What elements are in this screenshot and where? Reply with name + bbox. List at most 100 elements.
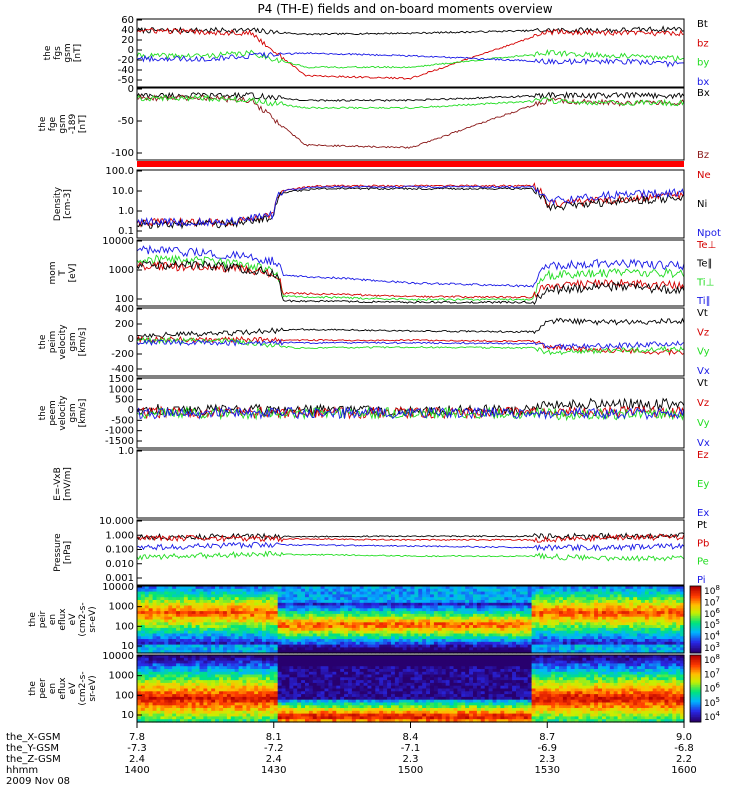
peir-spectrogram-cell — [410, 627, 415, 632]
peir-spectrogram-cell — [183, 594, 189, 598]
peer-spectrogram-cell — [359, 702, 365, 706]
peer-spectrogram-cell — [219, 710, 224, 715]
peer-spectrogram-cell — [203, 671, 208, 676]
peir-spectrogram-cell — [308, 586, 314, 590]
peir-spectrogram-cell — [566, 633, 572, 637]
peer-spectrogram-cell — [262, 696, 267, 701]
peir-spectrogram-cell — [609, 591, 615, 595]
peer-spectrogram-cell — [348, 719, 353, 723]
peer-spectrogram-cell — [269, 671, 275, 676]
peir-spectrogram-cell — [652, 600, 658, 604]
peir-spectrogram-cell — [387, 616, 392, 621]
peir-spectrogram-cell — [336, 647, 341, 651]
peir-spectrogram-cell — [223, 641, 228, 646]
peir-spectrogram-cell — [672, 588, 677, 593]
peer-spectrogram-cell — [359, 705, 365, 709]
peir-spectrogram-cell — [363, 641, 369, 646]
peir-spectrogram-cell — [219, 644, 224, 648]
peir-spectrogram-cell — [137, 588, 142, 593]
peir-spectrogram-cell — [625, 616, 630, 621]
peir-spectrogram-cell — [187, 586, 193, 590]
peir-spectrogram-cell — [496, 602, 501, 607]
peir-spectrogram-cell — [590, 641, 595, 646]
peir-spectrogram-cell — [523, 586, 529, 590]
peer-spectrogram-cell — [305, 713, 310, 717]
peir-spectrogram-cell — [527, 597, 533, 601]
peer-spectrogram-cell — [277, 694, 283, 698]
peer-spectrogram-cell — [355, 657, 361, 662]
peir-spectrogram-cell — [633, 600, 638, 604]
peir-colorbar-segment — [690, 607, 701, 610]
peir-spectrogram-cell — [551, 625, 556, 629]
peir-spectrogram-cell — [258, 616, 263, 621]
peer-spectrogram-cell — [301, 677, 306, 681]
peir-spectrogram-cell — [289, 608, 294, 612]
peir-spectrogram-cell — [590, 636, 595, 640]
peir-spectrogram-cell — [633, 650, 638, 654]
peer-spectrogram-cell — [301, 663, 306, 667]
peir-spectrogram-cell — [488, 616, 494, 621]
peir-spectrogram-cell — [320, 650, 326, 654]
peer-spectrogram-cell — [187, 669, 193, 673]
peir-spectrogram-cell — [191, 605, 197, 609]
peir-spectrogram-cell — [465, 586, 470, 590]
peir-spectrogram-cell — [183, 633, 189, 637]
peir-spectrogram-cell — [555, 644, 560, 648]
peir-spectrogram-cell — [219, 613, 224, 618]
peir-spectrogram-cell — [367, 633, 372, 637]
peer-spectrogram-cell — [242, 696, 247, 701]
peir-spectrogram-cell — [476, 622, 482, 626]
peir-spectrogram-cell — [250, 586, 255, 590]
peir-spectrogram-cell — [277, 633, 283, 637]
peir-spectrogram-cell — [523, 625, 529, 629]
peir-spectrogram-cell — [375, 616, 380, 621]
peir-spectrogram-cell — [602, 619, 607, 623]
peim-legend-vx: Vx — [697, 366, 710, 377]
peir-spectrogram-cell — [191, 647, 197, 651]
peir-spectrogram-cell — [480, 636, 486, 640]
peer-spectrogram-cell — [285, 688, 290, 692]
peir-spectrogram-cell — [492, 627, 498, 632]
peir-spectrogram-cell — [625, 597, 630, 601]
peir-spectrogram-cell — [676, 630, 681, 635]
peir-spectrogram-cell — [242, 600, 247, 604]
peir-spectrogram-cell — [324, 650, 329, 654]
peer-spectrogram-cell — [211, 657, 216, 662]
peir-spectrogram-cell — [394, 647, 400, 651]
peer-spectrogram-cell — [316, 677, 322, 681]
peir-spectrogram-cell — [578, 647, 583, 651]
density-legend-ne: Ne — [697, 170, 711, 181]
peer-spectrogram-cell — [148, 660, 154, 664]
peer-spectrogram-cell — [254, 682, 259, 687]
peir-spectrogram-cell — [148, 600, 154, 604]
peir-spectrogram-cell — [391, 602, 396, 607]
peer-spectrogram-cell — [160, 657, 165, 662]
peir-spectrogram-cell — [387, 630, 392, 635]
peir-frame — [136, 585, 685, 654]
peer-spectrogram-cell — [262, 719, 267, 723]
pressure-frame — [136, 519, 685, 586]
peir-spectrogram-cell — [680, 586, 685, 590]
peir-spectrogram-cell — [406, 600, 412, 604]
peir-spectrogram-cell — [629, 650, 634, 654]
peir-spectrogram-cell — [180, 588, 185, 593]
peir-spectrogram-cell — [269, 591, 275, 595]
peir-spectrogram-cell — [543, 619, 548, 623]
peir-spectrogram-cell — [586, 605, 591, 609]
peir-spectrogram-cell — [250, 641, 255, 646]
peir-spectrogram-cell — [430, 619, 435, 623]
peir-spectrogram-cell — [500, 591, 505, 595]
peir-spectrogram-cell — [668, 616, 673, 621]
peer-spectrogram-cell — [269, 657, 275, 662]
peir-spectrogram-cell — [574, 586, 580, 590]
peir-spectrogram-cell — [277, 636, 283, 640]
peer-spectrogram-cell — [238, 674, 244, 678]
peir-spectrogram-cell — [664, 633, 669, 637]
peir-spectrogram-cell — [504, 627, 509, 632]
peir-spectrogram-cell — [418, 611, 423, 615]
peer-spectrogram-cell — [148, 685, 154, 690]
peer-spectrogram-cell — [308, 691, 314, 695]
peir-spectrogram-cell — [305, 616, 310, 621]
peir-spectrogram-cell — [449, 641, 455, 646]
peir-spectrogram-cell — [598, 625, 603, 629]
